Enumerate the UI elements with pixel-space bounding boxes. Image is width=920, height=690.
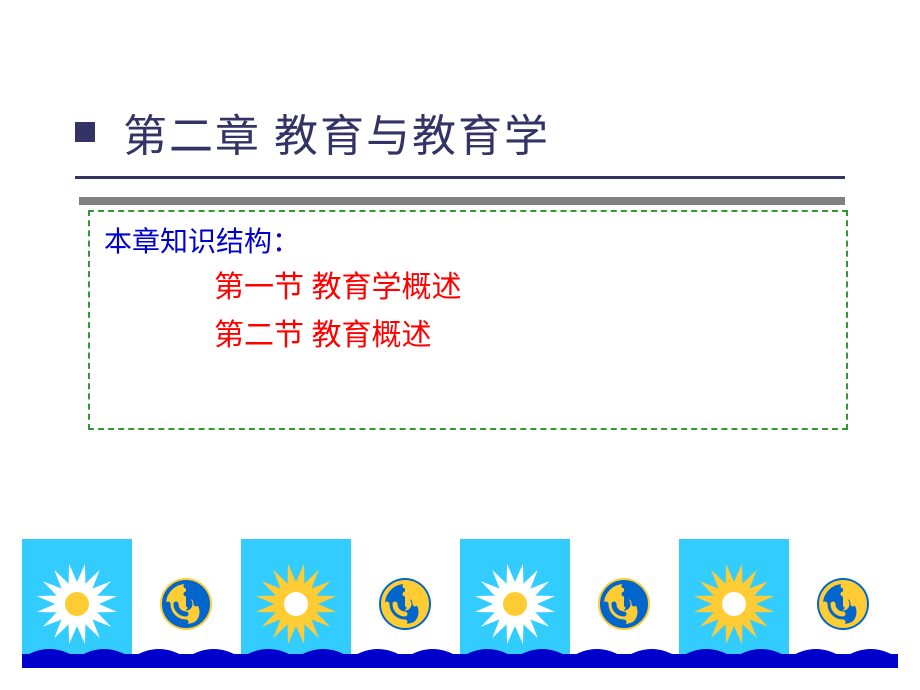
sun-icon: [474, 563, 556, 645]
content-box: 本章知识结构： 第一节 教育学概述 第二节 教育概述: [88, 210, 848, 430]
title-underline: [75, 176, 845, 179]
swirl-icon: [377, 576, 433, 632]
wave-decoration: [22, 638, 898, 654]
section-1: 第一节 教育学概述: [104, 264, 832, 312]
swirl-icon: [158, 576, 214, 632]
title-shadow: [79, 197, 845, 205]
section-2: 第二节 教育概述: [104, 312, 832, 360]
sun-icon: [693, 563, 775, 645]
sun-icon: [36, 563, 118, 645]
title-bullet: [75, 122, 95, 142]
title-area: 第二章 教育与教育学: [75, 100, 845, 205]
swirl-icon: [596, 576, 652, 632]
page-title: 第二章 教育与教育学: [123, 100, 550, 164]
decorative-footer: [22, 539, 898, 668]
title-row: 第二章 教育与教育学: [75, 100, 845, 164]
swirl-icon: [815, 576, 871, 632]
structure-label: 本章知识结构：: [104, 222, 832, 264]
sun-icon: [255, 563, 337, 645]
